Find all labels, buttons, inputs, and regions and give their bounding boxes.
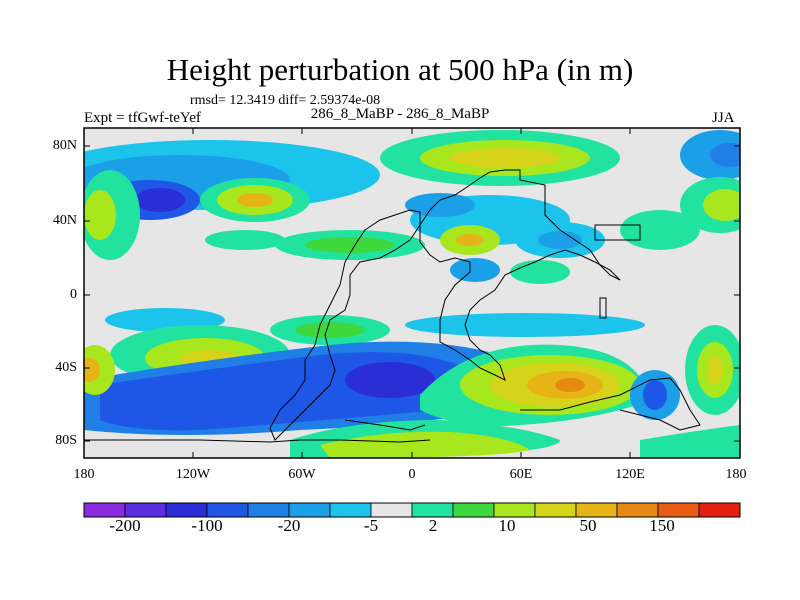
colorbar-swatch [247, 502, 290, 518]
colorbar-swatch [329, 502, 372, 518]
contour-blob [707, 356, 723, 384]
lon-tick-label: 60W [288, 467, 316, 482]
colorbar-swatch [698, 502, 741, 518]
contour-blob [84, 190, 116, 240]
colorbar-swatch [616, 502, 659, 518]
lon-tick-label: 180 [73, 467, 95, 482]
colorbar-swatch [206, 502, 249, 518]
colorbar-swatch [165, 502, 208, 518]
colorbar-label: 50 [579, 516, 597, 535]
colorbar-swatch [411, 502, 454, 518]
contour-blob [710, 143, 740, 167]
axis-ticks [84, 128, 740, 458]
colorbar-label: 150 [649, 516, 675, 535]
colorbar-label: 2 [428, 516, 438, 535]
contour-blob [555, 378, 585, 392]
lat-tick-label: 0 [70, 287, 77, 302]
colorbar-swatch [288, 502, 331, 518]
season-label: JJA [712, 110, 735, 126]
contour-blob [450, 258, 500, 282]
colorbar-swatch [83, 502, 126, 518]
contour-field [84, 128, 740, 458]
lat-tick-label: 40N [52, 213, 77, 228]
lat-tick-label: 80S [55, 433, 77, 448]
contour-blob [237, 193, 273, 207]
lon-tick-label: 0 [408, 467, 416, 482]
lon-tick-label: 120W [175, 467, 211, 482]
contour-blob [135, 188, 185, 212]
contour-blob [320, 431, 530, 458]
colorbar-label: -20 [277, 516, 301, 535]
colorbar-label: -200 [109, 516, 141, 535]
contour-blob [703, 189, 740, 221]
colorbar-label: -5 [363, 516, 379, 535]
contour-blob [640, 425, 740, 458]
colorbar-label: 10 [498, 516, 516, 535]
stats-text: rmsd= 12.3419 diff= 2.59374e-08 [190, 93, 381, 108]
plot-title: Height perturbation at 500 hPa (in m) [166, 52, 634, 87]
contour-blob [450, 148, 560, 168]
contour-blob [305, 237, 395, 253]
experiment-name: 286_8_MaBP - 286_8_MaBP [310, 106, 490, 122]
contour-blob [345, 362, 435, 398]
colorbar-swatch [370, 502, 413, 518]
lon-tick-label: 120E [615, 467, 645, 482]
contour-blob [538, 231, 582, 249]
lon-tick-label: 180 [725, 467, 747, 482]
colorbar-swatch [493, 502, 536, 518]
lon-tick-label: 60E [509, 467, 533, 482]
colorbar-swatch [575, 502, 618, 518]
colorbar-swatch [452, 502, 495, 518]
colorbar-label: -100 [191, 516, 223, 535]
colorbar-swatch [124, 502, 167, 518]
colorbar-swatch [657, 502, 700, 518]
contour-blob [405, 313, 645, 337]
expt-label: Expt = tfGwf-teYef [84, 110, 201, 126]
contour-blob [295, 322, 365, 338]
contour-blob [405, 193, 475, 217]
coastlines [84, 169, 701, 443]
lat-tick-label: 80N [52, 138, 77, 153]
colorbar-swatch [534, 502, 577, 518]
lat-tick-label: 40S [55, 360, 77, 375]
colorbar-frame [83, 502, 741, 518]
contour-blob [84, 358, 100, 382]
contour-blob [456, 234, 484, 246]
contour-blob [643, 380, 667, 410]
contour-blob [205, 230, 285, 250]
